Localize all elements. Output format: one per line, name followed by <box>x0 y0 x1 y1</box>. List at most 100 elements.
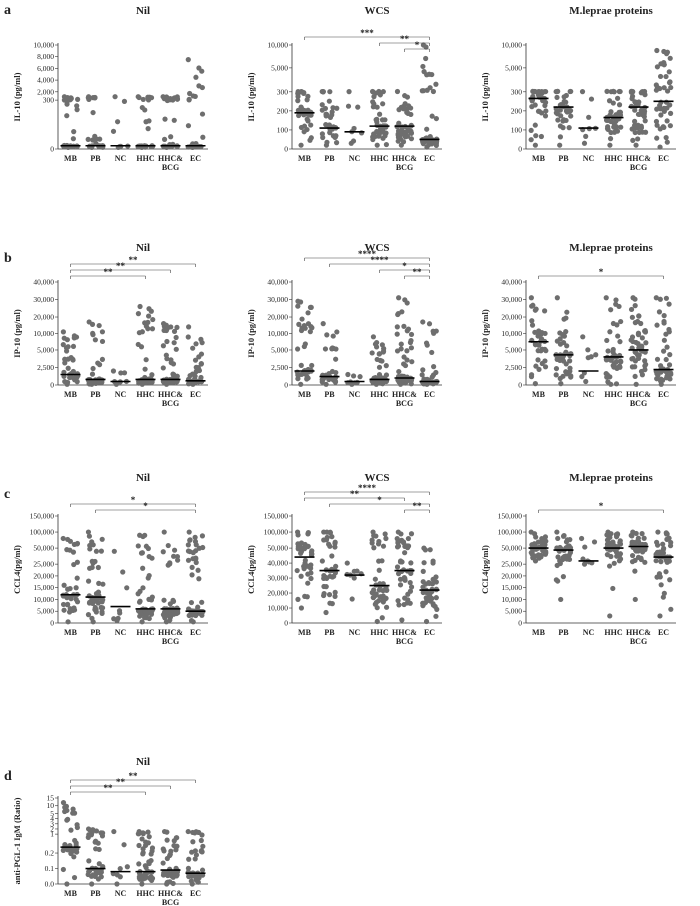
y-tick-label: 10,000 <box>267 41 288 50</box>
data-point <box>635 136 641 142</box>
data-point <box>615 333 621 339</box>
data-point <box>199 599 205 605</box>
data-point <box>654 135 660 141</box>
data-point <box>607 534 613 540</box>
data-point <box>538 133 544 140</box>
data-point <box>71 605 77 611</box>
data-point <box>430 602 437 608</box>
data-point <box>397 576 404 582</box>
data-point <box>61 369 67 375</box>
data-point <box>189 873 195 879</box>
data-point <box>86 380 92 386</box>
y-tick-label: 10,000 <box>33 329 54 338</box>
data-point <box>557 330 563 336</box>
data-point <box>382 133 388 139</box>
data-point <box>379 615 385 621</box>
data-point <box>145 96 152 102</box>
data-point <box>167 866 173 872</box>
data-point <box>333 356 339 362</box>
data-point <box>95 360 101 366</box>
data-point <box>536 342 542 348</box>
data-point <box>309 362 315 369</box>
data-point <box>404 348 410 354</box>
data-point <box>99 833 106 839</box>
data-point <box>148 857 154 864</box>
data-point <box>199 867 206 873</box>
y-tick-label: 25,000 <box>33 560 54 569</box>
x-category-label: HHC& <box>392 628 417 637</box>
y-axis-label: IP-10 (pg/ml) <box>12 309 22 358</box>
y-tick-label: 0.1 <box>45 864 55 873</box>
data-point <box>99 338 106 345</box>
x-category-label: MB <box>64 154 78 163</box>
data-point <box>661 105 667 111</box>
data-point <box>653 558 659 564</box>
data-point <box>427 547 433 553</box>
data-point <box>189 849 195 855</box>
data-point <box>610 349 616 355</box>
data-point <box>582 544 588 550</box>
data-point <box>96 322 102 329</box>
x-category-label: NC <box>115 390 127 399</box>
data-point <box>199 68 205 74</box>
y-tick-label: 10,000 <box>501 41 522 50</box>
data-point <box>593 352 599 358</box>
data-point <box>173 346 179 352</box>
data-point <box>87 599 93 605</box>
data-point <box>633 381 639 387</box>
data-point <box>65 619 71 625</box>
data-point <box>558 380 564 387</box>
data-point <box>661 545 667 552</box>
data-point <box>588 96 595 102</box>
data-point <box>111 828 117 835</box>
data-point <box>657 144 663 150</box>
data-point <box>146 553 152 560</box>
data-point <box>114 119 121 125</box>
data-point <box>564 537 571 543</box>
data-point <box>198 361 204 367</box>
data-point <box>114 881 120 887</box>
data-point <box>424 596 430 602</box>
data-point <box>666 362 673 368</box>
data-point <box>630 89 636 95</box>
y-tick-label: 40,000 <box>33 278 54 287</box>
data-point <box>323 113 329 119</box>
data-point <box>294 567 300 574</box>
data-point <box>532 102 538 108</box>
data-point <box>164 338 170 345</box>
x-category-label: BCG <box>396 399 413 408</box>
data-point <box>533 133 539 139</box>
data-point <box>402 550 408 556</box>
data-point <box>117 866 123 872</box>
data-point <box>395 540 401 546</box>
data-point <box>71 810 78 816</box>
data-point <box>536 555 542 561</box>
data-point <box>327 530 333 536</box>
y-axis-label: IL-10 (pg/ml) <box>12 72 22 121</box>
data-point <box>616 303 622 310</box>
significance-label: ** <box>400 34 410 44</box>
data-point <box>528 295 534 301</box>
data-point <box>561 339 567 346</box>
data-point <box>642 559 648 565</box>
data-point <box>654 574 660 580</box>
data-point <box>429 349 435 356</box>
data-point <box>370 89 376 95</box>
x-category-label: BCG <box>162 163 179 172</box>
data-point <box>666 329 672 335</box>
data-point <box>168 360 174 366</box>
data-point <box>371 545 377 551</box>
data-point <box>162 116 168 122</box>
data-point <box>369 350 375 356</box>
data-point <box>323 609 329 616</box>
data-point <box>297 299 304 305</box>
data-point <box>193 556 199 562</box>
data-point <box>405 103 412 109</box>
data-point <box>607 329 613 335</box>
data-point <box>376 598 382 604</box>
data-point <box>420 319 426 325</box>
data-point <box>560 358 567 364</box>
y-tick-label: 30,000 <box>267 574 288 583</box>
data-point <box>558 113 564 119</box>
data-point <box>351 568 357 574</box>
